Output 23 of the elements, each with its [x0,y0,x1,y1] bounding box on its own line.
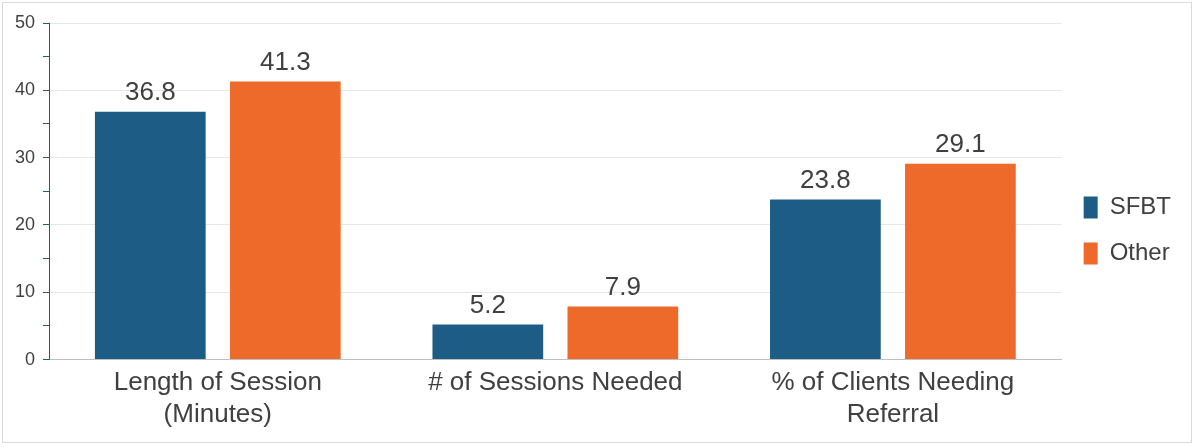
x-tick-label: Length of Session (Minutes) [113,366,322,428]
data-label: 36.8 [124,76,176,107]
bar [432,324,544,360]
y-tick-label: 10 [14,281,36,302]
data-label: 23.8 [800,163,851,194]
y-tick-label: 20 [14,213,36,234]
y-tick-label: 40 [14,79,36,100]
bar [567,306,679,360]
data-label: 5.2 [469,288,506,319]
data-label: 29.1 [935,127,986,158]
data-label: 7.9 [604,270,641,301]
y-tick-label: 30 [14,146,36,167]
y-tick-label: 50 [14,11,36,32]
x-tick-label: # of Sessions Needed [428,366,683,397]
bar [229,81,341,360]
bar [905,163,1016,360]
bar [770,199,881,360]
legend-label: Other [1109,238,1170,266]
legend-label: SFBT [1109,192,1172,220]
x-tick-label: % of Clients Needing Referral [771,366,1015,428]
y-tick-label: 0 [25,348,36,369]
bar [94,111,206,360]
data-label: 41.3 [260,45,311,76]
